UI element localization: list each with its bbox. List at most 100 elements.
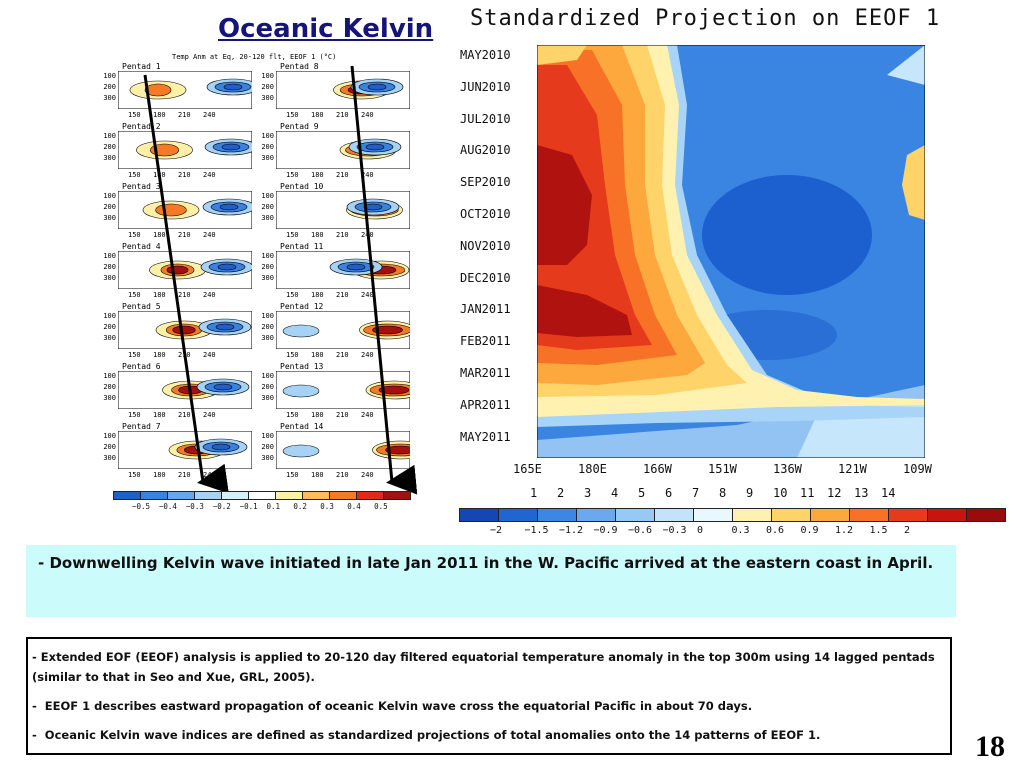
y-axis-month-label: APR2011: [460, 397, 511, 412]
warm-anomaly: [172, 325, 196, 335]
y-tick-label: 300: [261, 154, 274, 162]
pentad-contour-map: [276, 131, 410, 169]
y-axis-month-label: AUG2010: [460, 143, 511, 158]
colorbar-label: −2: [490, 525, 503, 536]
cold-anomaly: [217, 263, 237, 271]
x-axis-longitude-label: 166W: [643, 462, 672, 476]
y-axis-month-label: MAY2011: [460, 429, 511, 444]
y-axis-month-label: MAR2011: [460, 366, 511, 380]
x-tick-label: 180: [311, 411, 324, 419]
x-tick-label: 210: [336, 411, 349, 419]
x-tick-label: 180: [153, 411, 166, 419]
pentad-contour-map: [276, 251, 410, 289]
cold-anomaly: [215, 323, 235, 331]
x-axis-index-label: 5: [638, 486, 646, 500]
warm-anomaly: [378, 385, 410, 395]
page-number: 18: [975, 730, 1005, 763]
x-tick-label: 150: [286, 231, 299, 239]
y-tick-label: 300: [103, 274, 116, 282]
x-tick-label: 210: [336, 291, 349, 299]
x-axis-index-label: 6: [665, 486, 673, 500]
colorbar-label: 0.2: [293, 502, 307, 511]
x-tick-label: 150: [286, 111, 299, 119]
warm-anomaly: [385, 445, 410, 455]
y-tick-label: 100: [261, 192, 274, 200]
x-axis-longitude-label: 121W: [838, 462, 867, 476]
x-tick-label: 150: [128, 111, 141, 119]
pentad-panel: Pentad 9 100 200 300 150 180 210 240: [256, 122, 412, 182]
hovmoller-title: Standardized Projection on EEOF 1: [470, 6, 941, 31]
y-tick-label: 200: [261, 443, 274, 451]
y-axis-month-label: JUL2010: [460, 111, 511, 126]
colorbar-swatch: [849, 508, 888, 522]
y-tick-label: 200: [103, 143, 116, 151]
x-tick-label: 240: [203, 231, 216, 239]
highlight-dash: -: [38, 554, 45, 572]
x-tick-label: 210: [178, 171, 191, 179]
colorbar-swatch: [576, 508, 615, 522]
pentad-contour-map: [118, 311, 252, 349]
y-tick-label: 200: [261, 383, 274, 391]
x-axis-index-label: 12: [827, 486, 842, 500]
x-tick-label: 180: [153, 111, 166, 119]
y-tick-label: 100: [103, 132, 116, 140]
x-axis-longitude-label: 165E: [513, 462, 542, 476]
note-dash: -: [32, 728, 37, 742]
pentad-contour-map: [118, 71, 252, 109]
x-tick-label: 150: [128, 231, 141, 239]
note-text: Extended EOF (EEOF) analysis is applied …: [32, 650, 935, 684]
y-tick-label: 200: [103, 203, 116, 211]
x-tick-label: 210: [336, 351, 349, 359]
pentad-contour-map: [276, 371, 410, 409]
pentad-label: Pentad 9: [280, 122, 319, 131]
colorbar-label: −0.3: [185, 502, 204, 511]
x-axis-index-label: 11: [800, 486, 815, 500]
left-colorbar: [113, 491, 411, 500]
x-tick-label: 210: [178, 111, 191, 119]
x-tick-label: 180: [311, 291, 324, 299]
x-tick-label: 240: [203, 111, 216, 119]
x-axis-index-label: 3: [584, 486, 592, 500]
colorbar-swatch: [248, 491, 275, 500]
arrow-right: [350, 65, 418, 495]
x-tick-label: 240: [203, 411, 216, 419]
pentad-label: Pentad 8: [280, 62, 319, 71]
colorbar-label: −1.2: [559, 525, 584, 536]
x-tick-label: 180: [311, 111, 324, 119]
note-dash: -: [32, 699, 37, 713]
y-tick-label: 200: [103, 443, 116, 451]
x-tick-label: 150: [128, 411, 141, 419]
hovmoller-plot: [537, 45, 925, 458]
y-tick-label: 100: [261, 312, 274, 320]
arrow-left: [143, 74, 229, 494]
warm-anomaly: [144, 83, 172, 97]
pentad-label: Pentad 2: [122, 122, 161, 131]
y-tick-label: 300: [103, 94, 116, 102]
x-tick-label: 240: [361, 411, 374, 419]
highlight-box: - Downwelling Kelvin wave initiated in l…: [26, 545, 956, 617]
pentad-label: Pentad 13: [280, 362, 324, 371]
colorbar-swatch: [140, 491, 167, 500]
x-tick-label: 150: [286, 291, 299, 299]
x-tick-label: 210: [336, 471, 349, 479]
y-axis-month-label: SEP2010: [460, 175, 511, 190]
pentad-label: Pentad 14: [280, 422, 324, 431]
pentad-label: Pentad 11: [280, 242, 324, 251]
colorbar-label: −0.9: [593, 525, 618, 536]
colorbar-swatch: [356, 491, 383, 500]
cold-anomaly: [363, 203, 383, 211]
y-tick-label: 200: [261, 203, 274, 211]
y-tick-label: 100: [103, 192, 116, 200]
cold-anomaly: [346, 263, 366, 271]
colorbar-swatch: [498, 508, 537, 522]
colorbar-swatch: [810, 508, 849, 522]
x-tick-label: 150: [286, 171, 299, 179]
x-axis-index-label: 14: [881, 486, 896, 500]
pentad-panel: Pentad 4 100 200 300 150 180 210 240: [98, 242, 254, 302]
colorbar-label: −1.5: [524, 525, 549, 536]
y-tick-label: 100: [103, 432, 116, 440]
x-tick-label: 180: [311, 471, 324, 479]
cold-anomaly: [213, 383, 233, 391]
x-axis-longitude-label: 151W: [708, 462, 737, 476]
